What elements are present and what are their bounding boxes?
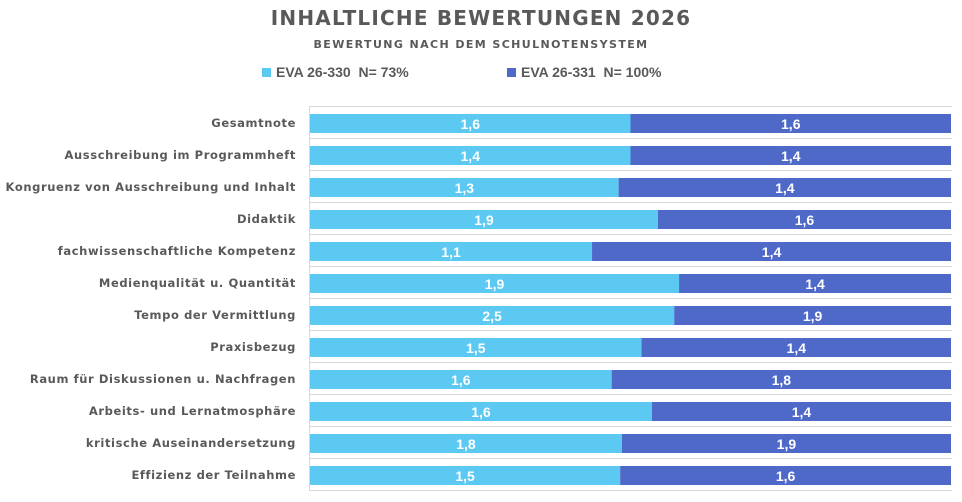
bar-series-1 [310,242,593,261]
bar-series-2 [651,402,951,421]
data-label-series-2: 1,9 [777,436,797,452]
legend-swatch-series-1 [262,67,271,77]
data-label-series-2: 1,4 [787,340,807,356]
category-label: Gesamtnote [211,116,296,130]
category-label: Effizienz der Teilnahme [131,468,296,482]
data-label-series-1: 1,6 [471,404,491,420]
chart-title: INHALTLICHE BEWERTUNGEN 2026 [270,6,692,30]
data-label-series-1: 1,6 [451,372,471,388]
data-label-series-2: 1,6 [781,116,801,132]
bar-series-1 [310,466,621,485]
bar-series-1 [310,114,631,133]
bar-series-1 [310,370,612,389]
data-label-series-1: 1,3 [455,180,475,196]
data-label-series-1: 1,8 [456,436,476,452]
category-label: Praxisbezug [210,340,296,354]
data-label-series-1: 1,9 [485,276,505,292]
bar-series-1 [310,434,622,453]
data-label-series-1: 2,5 [482,308,502,324]
category-label: fachwissenschaftliche Kompetenz [58,244,296,258]
bar-series-2 [641,338,951,357]
bar-series-2 [630,146,951,165]
category-label: Medienqualität u. Quantität [99,276,296,290]
bar-series-1 [310,274,680,293]
bar-series-1 [310,178,619,197]
data-label-series-2: 1,6 [795,212,815,228]
bar-series-2 [657,210,951,229]
bar-series-1 [310,338,642,357]
data-label-series-2: 1,4 [762,244,782,260]
data-label-series-2: 1,8 [772,372,792,388]
legend-item-series-1: EVA 26-330 N= 73% [262,64,409,80]
data-label-series-2: 1,4 [805,276,825,292]
bar-series-1 [310,402,652,421]
bar-series-2 [630,114,951,133]
legend-label-series-2: EVA 26-331 N= 100% [521,64,662,80]
data-label-series-1: 1,4 [461,148,481,164]
data-label-series-2: 1,9 [803,308,823,324]
bar-series-1 [310,210,658,229]
category-label: Arbeits- und Lernatmosphäre [89,404,296,418]
data-label-series-1: 1,5 [466,340,486,356]
bar-series-1 [310,146,631,165]
bar-series-2 [621,434,951,453]
bar-series-1 [310,306,675,325]
legend-swatch-series-2 [507,67,516,77]
category-label: Raum für Diskussionen u. Nachfragen [30,372,296,386]
data-label-series-2: 1,4 [775,180,795,196]
category-label: Tempo der Vermittlung [134,308,296,322]
category-label: Ausschreibung im Programmheft [65,148,296,162]
bar-series-2 [620,466,951,485]
data-label-series-1: 1,1 [441,244,461,260]
chart-subtitle: BEWERTUNG NACH DEM SCHULNOTENSYSTEM [313,38,649,51]
bar-series-2 [611,370,951,389]
category-label: kritische Auseinandersetzung [86,436,296,450]
bar-series-2 [618,178,951,197]
data-label-series-1: 1,9 [474,212,494,228]
category-label: Kongruenz von Ausschreibung und Inhalt [6,180,296,194]
data-label-series-2: 1,4 [792,404,812,420]
category-label: Didaktik [237,212,296,226]
legend-label-series-1: EVA 26-330 N= 73% [276,64,409,80]
data-label-series-2: 1,6 [776,468,796,484]
data-label-series-1: 1,6 [461,116,481,132]
bar-series-2 [679,274,951,293]
data-label-series-1: 1,5 [455,468,475,484]
bar-series-2 [674,306,951,325]
legend-item-series-2: EVA 26-331 N= 100% [507,64,661,80]
bar-series-2 [592,242,951,261]
data-label-series-2: 1,4 [781,148,801,164]
